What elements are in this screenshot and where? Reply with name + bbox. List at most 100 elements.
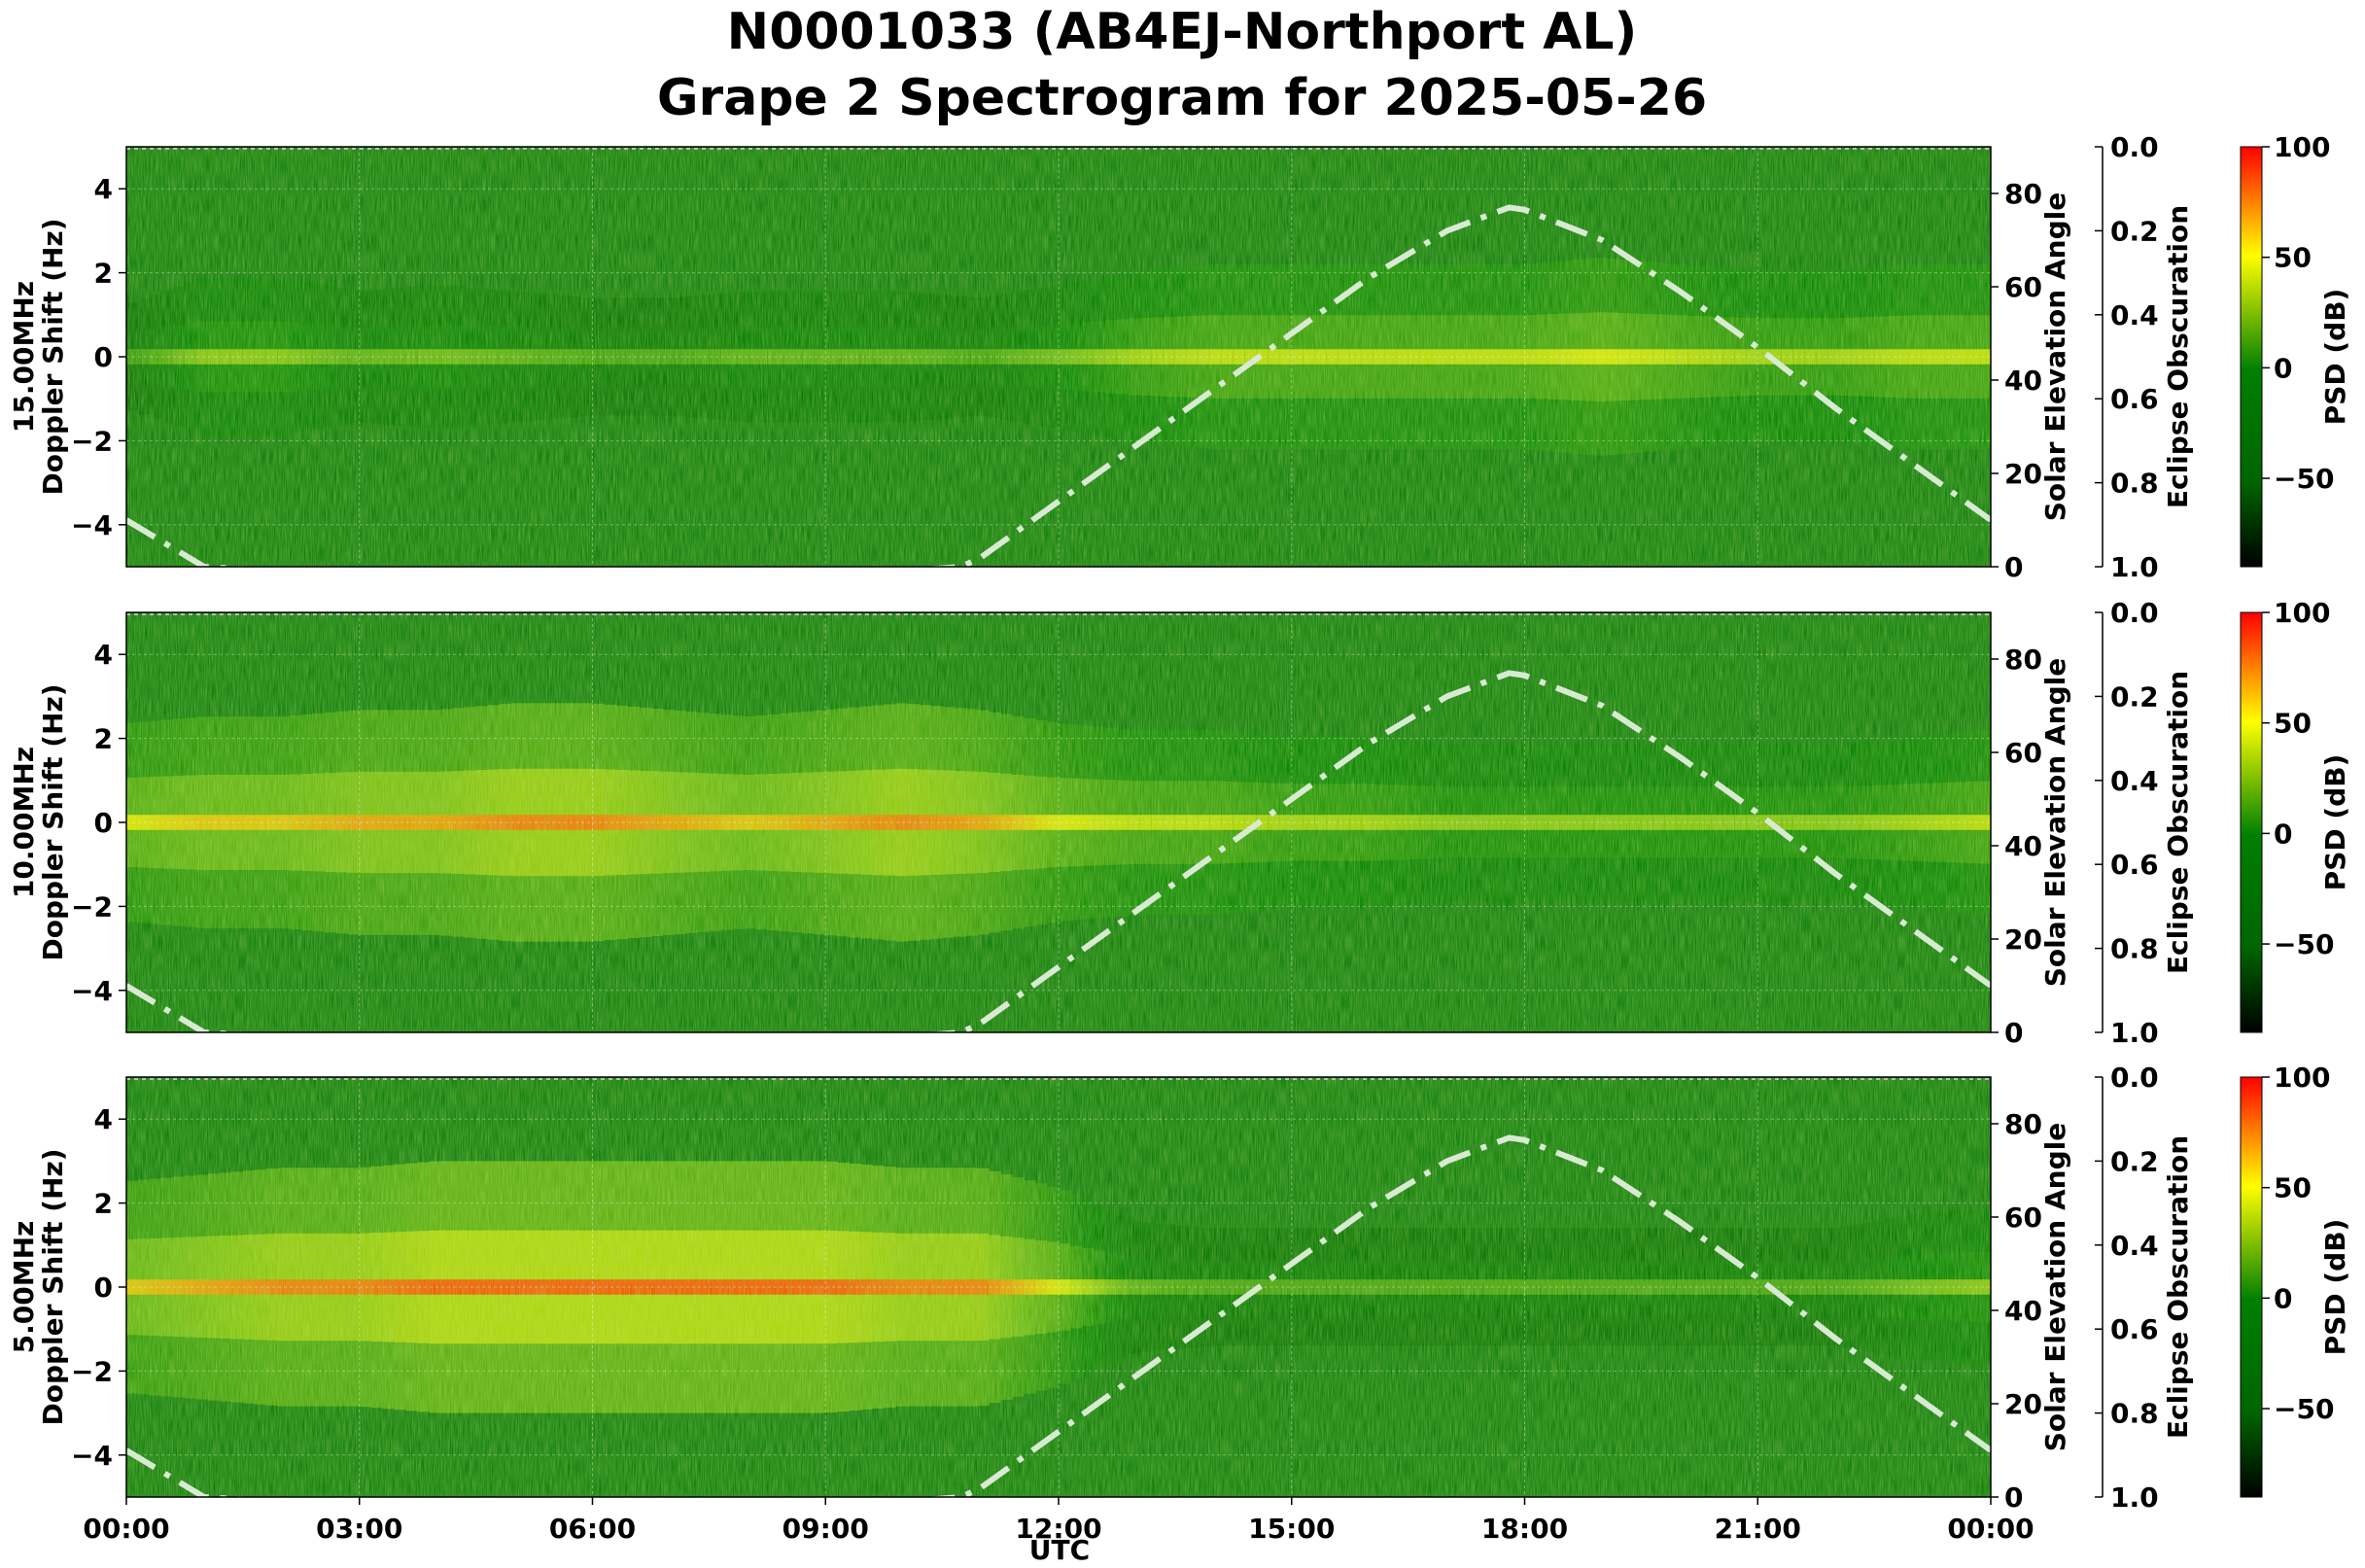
y-tick-label: −4 — [71, 1440, 113, 1472]
right-tick-label: 20 — [2004, 1388, 2042, 1420]
x-tick-label: 00:00 — [1947, 1513, 2034, 1545]
y-tick-label: −2 — [71, 890, 113, 923]
colorbar-tick-label: 100 — [2274, 131, 2330, 163]
x-tick-label: 18:00 — [1481, 1513, 1568, 1545]
x-tick-label: 12:00 — [1015, 1513, 1101, 1545]
y-tick-label: 0 — [94, 807, 113, 839]
eclipse-tick-label: 0.0 — [2110, 597, 2159, 629]
eclipse-obscuration-label: Eclipse Obscuration — [2162, 1135, 2194, 1439]
colorbar-label: PSD (dB) — [2319, 289, 2351, 426]
eclipse-tick-label: 0.8 — [2110, 933, 2159, 965]
solar-elevation-line — [126, 1134, 1991, 1497]
colorbar-tick-label: 50 — [2274, 1172, 2312, 1204]
y-tick-label: −2 — [71, 1355, 113, 1387]
eclipse-tick-label: 0.2 — [2110, 680, 2159, 713]
y-tick-label: 2 — [94, 1188, 113, 1220]
eclipse-tick-label: 0.8 — [2110, 468, 2159, 500]
eclipse-obscuration-label: Eclipse Obscuration — [2162, 205, 2194, 508]
right-tick-label: 20 — [2004, 923, 2042, 956]
x-axis-label: UTC — [1029, 1534, 1090, 1566]
spectrogram-0 — [126, 147, 1991, 567]
eclipse-tick-label: 0.8 — [2110, 1398, 2159, 1430]
right-tick-label: 0 — [2004, 551, 2023, 583]
y-tick-label: 0 — [94, 341, 113, 373]
y-tick-label: −2 — [71, 425, 113, 457]
x-tick-label: 00:00 — [83, 1513, 169, 1545]
panel-frequency-label: 5.00MHz — [8, 1221, 40, 1354]
x-tick-label: 06:00 — [549, 1513, 636, 1545]
right-tick-label: 40 — [2004, 830, 2042, 862]
colorbar — [2240, 611, 2263, 1033]
colorbar-tick-label: −50 — [2274, 1393, 2334, 1425]
eclipse-tick-label: 0.6 — [2110, 849, 2159, 881]
x-tick-label: 03:00 — [316, 1513, 402, 1545]
eclipse-tick-label: 0.0 — [2110, 131, 2159, 163]
solar-elevation-line — [126, 204, 1991, 567]
y-axis-label: Doppler Shift (Hz) — [37, 683, 69, 960]
y-tick-label: 4 — [94, 1103, 113, 1135]
y-tick-label: 4 — [94, 639, 113, 671]
eclipse-tick-label: 0.4 — [2110, 1230, 2159, 1262]
chart-title-line2: Grape 2 Spectrogram for 2025-05-26 — [657, 69, 1707, 127]
colorbar-tick-label: −50 — [2274, 463, 2334, 495]
right-tick-label: 60 — [2004, 737, 2042, 769]
solar-elevation-label: Solar Elevation Angle — [2039, 658, 2071, 987]
colorbar-label: PSD (dB) — [2319, 1219, 2351, 1356]
eclipse-tick-label: 0.6 — [2110, 383, 2159, 415]
right-tick-label: 60 — [2004, 271, 2042, 303]
x-tick-label: 21:00 — [1715, 1513, 1801, 1545]
colorbar-tick-label: 0 — [2274, 818, 2292, 850]
right-tick-label: 0 — [2004, 1481, 2023, 1514]
y-tick-label: −4 — [71, 975, 113, 1007]
right-tick-label: 20 — [2004, 458, 2042, 490]
x-axis: 00:00 03:00 06:00 09:00 12:00 15:00 18:00 21:00… — [83, 1497, 2035, 1545]
eclipse-tick-label: 1.0 — [2110, 551, 2159, 583]
eclipse-obscuration-label: Eclipse Obscuration — [2162, 671, 2194, 974]
x-tick-label: 09:00 — [783, 1513, 869, 1545]
eclipse-tick-label: 1.0 — [2110, 1017, 2159, 1049]
colorbar-tick-label: 50 — [2274, 708, 2312, 740]
eclipse-tick-label: 0.2 — [2110, 1145, 2159, 1177]
solar-elevation-line — [126, 670, 1991, 1032]
eclipse-tick-label: 0.0 — [2110, 1062, 2159, 1094]
colorbar-tick-label: −50 — [2274, 928, 2334, 960]
y-tick-label: 2 — [94, 258, 113, 290]
y-axis-label: Doppler Shift (Hz) — [37, 1148, 69, 1425]
psd-noise — [126, 147, 1991, 567]
psd-noise — [126, 1077, 1991, 1497]
chart-title-line1: N0001033 (AB4EJ-Northport AL) — [727, 3, 1638, 61]
y-tick-label: 0 — [94, 1272, 113, 1304]
eclipse-tick-label: 1.0 — [2110, 1481, 2159, 1514]
panel-frequency-label: 15.00MHz — [8, 281, 40, 433]
right-tick-label: 0 — [2004, 1017, 2023, 1049]
colorbar-tick-label: 0 — [2274, 1282, 2292, 1314]
eclipse-tick-label: 0.4 — [2110, 765, 2159, 797]
right-tick-label: 40 — [2004, 1295, 2042, 1327]
y-tick-label: 2 — [94, 723, 113, 755]
y-tick-label: 4 — [94, 173, 113, 205]
eclipse-tick-label: 0.6 — [2110, 1313, 2159, 1345]
psd-noise — [126, 612, 1991, 1032]
colorbar-tick-label: 100 — [2274, 1062, 2330, 1094]
right-tick-label: 40 — [2004, 365, 2042, 397]
colorbar — [2240, 146, 2263, 568]
eclipse-tick-label: 0.2 — [2110, 215, 2159, 247]
right-tick-label: 80 — [2004, 178, 2042, 210]
x-tick-label: 15:00 — [1248, 1513, 1335, 1545]
colorbar-tick-label: 100 — [2274, 597, 2330, 629]
colorbar — [2240, 1076, 2263, 1498]
colorbar-label: PSD (dB) — [2319, 754, 2351, 891]
colorbar-tick-label: 50 — [2274, 242, 2312, 274]
spectrogram-2 — [126, 1077, 1991, 1497]
right-tick-label: 80 — [2004, 1108, 2042, 1140]
right-tick-label: 60 — [2004, 1202, 2042, 1234]
spectrogram-1 — [126, 612, 1991, 1032]
solar-elevation-label: Solar Elevation Angle — [2039, 192, 2071, 521]
eclipse-tick-label: 0.4 — [2110, 299, 2159, 331]
panel-frequency-label: 10.00MHz — [8, 747, 40, 898]
